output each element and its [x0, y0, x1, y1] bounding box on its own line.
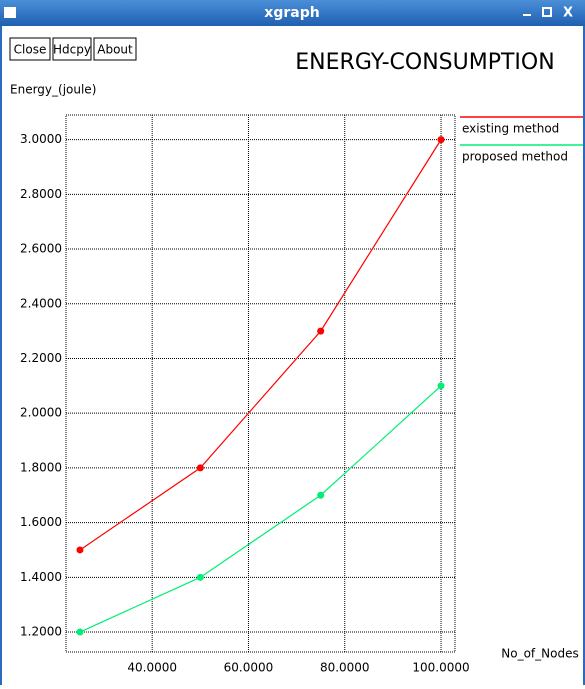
y-tick-label: 2.2000 — [20, 351, 62, 365]
title-bar — [0, 0, 585, 26]
data-point — [76, 546, 84, 554]
y-tick-label: 1.2000 — [20, 625, 62, 639]
y-tick-label: 2.8000 — [20, 187, 62, 201]
button-label: Close — [14, 43, 47, 57]
window-controls: X — [523, 6, 573, 21]
plot-frame — [65, 114, 456, 653]
data-point — [76, 628, 84, 636]
y-tick-label: 1.8000 — [20, 460, 62, 474]
y-tick-label: 1.4000 — [20, 570, 62, 584]
x-tick-label: 40.0000 — [127, 661, 177, 675]
data-point — [437, 382, 445, 390]
y-axis-label: Energy_(joule) — [10, 83, 96, 97]
right-border — [583, 26, 585, 685]
series-line — [79, 139, 442, 551]
data-point — [196, 464, 204, 472]
toolbar-button[interactable]: Hdcpy — [52, 37, 92, 61]
button-frame — [9, 37, 51, 61]
minimize-button[interactable] — [523, 14, 531, 16]
left-border — [0, 26, 2, 685]
toolbar-button[interactable]: Close — [9, 37, 51, 61]
legend-label: proposed method — [462, 150, 568, 164]
button-label: Hdcpy — [53, 43, 91, 57]
data-point — [437, 136, 445, 144]
x-axis-label: No_of_Nodes — [501, 647, 578, 661]
y-tick-label: 1.6000 — [20, 515, 62, 529]
y-tick-label: 2.0000 — [20, 406, 62, 420]
window-title: xgraph — [264, 5, 319, 21]
x-tick-label: 80.0000 — [320, 661, 370, 675]
series-line — [79, 385, 442, 633]
toolbar-button[interactable]: About — [93, 37, 137, 61]
data-point — [317, 491, 325, 499]
y-tick-label: 3.0000 — [20, 132, 62, 146]
chart-title: ENERGY-CONSUMPTION — [295, 50, 554, 75]
data-point — [196, 573, 204, 581]
window-icon — [4, 7, 16, 18]
y-tick-label: 2.6000 — [20, 242, 62, 256]
data-point — [317, 327, 325, 335]
button-frame — [93, 37, 137, 61]
button-frame — [52, 37, 92, 61]
x-tick-label: 100.0000 — [412, 661, 469, 675]
close-window-button[interactable]: X — [563, 6, 573, 21]
maximize-button[interactable] — [542, 7, 552, 17]
button-label: About — [97, 43, 133, 57]
legend-label: existing method — [462, 122, 559, 136]
y-tick-label: 2.4000 — [20, 296, 62, 310]
x-tick-label: 60.0000 — [224, 661, 274, 675]
